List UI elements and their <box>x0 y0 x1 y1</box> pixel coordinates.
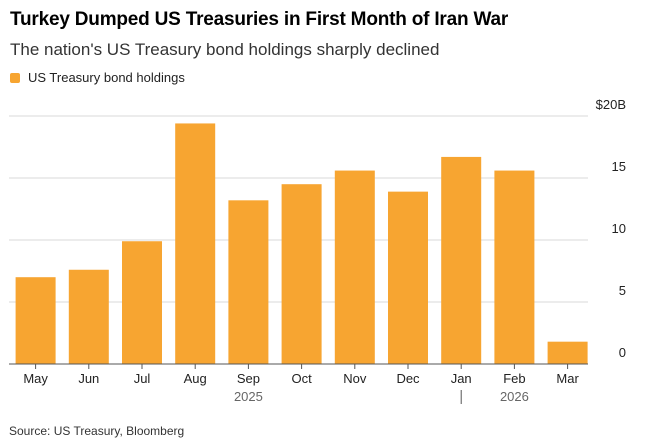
legend-label: US Treasury bond holdings <box>28 70 185 85</box>
x-tick-label: Mar <box>556 371 579 386</box>
bar <box>334 170 375 364</box>
y-tick-label: 0 <box>619 345 626 360</box>
chart-subtitle: The nation's US Treasury bond holdings s… <box>10 40 440 59</box>
bar <box>281 184 322 364</box>
x-tick-label: Jul <box>134 371 151 386</box>
x-tick-label: May <box>23 371 48 386</box>
x-tick-label: Aug <box>184 371 207 386</box>
y-tick-label: $20B <box>596 97 626 112</box>
chart-title: Turkey Dumped US Treasuries in First Mon… <box>10 9 509 30</box>
bar <box>494 170 535 364</box>
y-tick-label: 5 <box>619 283 626 298</box>
year-label: 2026 <box>500 389 529 404</box>
x-tick-label: Jun <box>78 371 99 386</box>
bar <box>547 341 588 364</box>
x-tick-label: Dec <box>396 371 420 386</box>
bar <box>441 156 482 364</box>
bar <box>122 241 162 364</box>
legend-swatch <box>10 72 20 83</box>
bar <box>388 191 428 364</box>
x-tick-label: Oct <box>291 371 312 386</box>
source-note: Source: US Treasury, Bloomberg <box>9 424 185 438</box>
x-tick-label: Nov <box>343 371 367 386</box>
y-tick-label: 10 <box>612 221 626 236</box>
bar <box>175 123 216 364</box>
bar <box>68 269 109 364</box>
year-label: 2025 <box>234 389 263 404</box>
x-tick-label: Feb <box>503 371 525 386</box>
y-tick-label: 15 <box>612 159 626 174</box>
x-tick-label: Jan <box>451 371 472 386</box>
bar <box>228 200 269 364</box>
x-tick-label: Sep <box>237 371 260 386</box>
chart-legend: US Treasury bond holdings <box>10 70 185 85</box>
bar <box>15 277 56 364</box>
